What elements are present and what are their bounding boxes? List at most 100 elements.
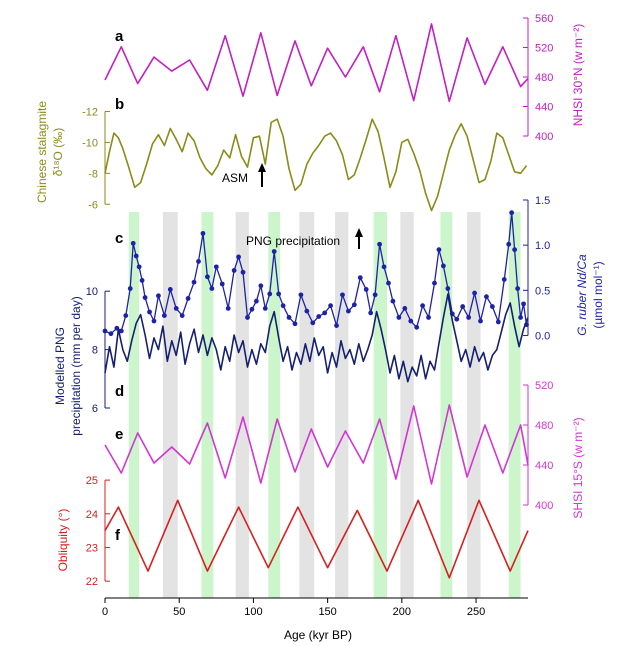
x-tick-label: 250 (467, 606, 485, 618)
series-marker-c (357, 275, 363, 281)
series-marker-c (225, 305, 231, 311)
green-band-2 (268, 212, 281, 598)
series-marker-c (191, 279, 197, 285)
axis-title-stalagmite-2: δ¹⁸O (‰) (51, 128, 65, 176)
climate-bands (128, 212, 521, 598)
y-tick-label-a: 400 (535, 131, 553, 143)
y-tick-label-e: 400 (535, 500, 553, 512)
y-tick-label-e: 520 (535, 380, 553, 392)
y-tick-label-a: 440 (535, 102, 553, 114)
x-tick-label: 100 (244, 606, 262, 618)
series-marker-c (460, 304, 466, 309)
grey-band-1 (235, 212, 249, 598)
series-marker-c (506, 241, 512, 247)
axis-title-ndca-1: G. ruber Nd/Ca (575, 254, 589, 336)
series-line-a (104, 23, 529, 103)
series-marker-c (402, 305, 408, 311)
series-marker-c (292, 321, 298, 327)
series-marker-c (515, 286, 521, 291)
series-marker-c (205, 274, 210, 280)
axes: 400 440 480 520 560 -6 -8 -10 -12 0.0 0.5 1.0 1.5 6 8 1… (82, 13, 553, 618)
grey-band-2 (299, 212, 315, 598)
y-tick-label-d: 10 (86, 286, 98, 298)
y-tick-label-f: 24 (86, 509, 98, 521)
asm-annotation: ASM (222, 171, 248, 185)
x-tick-label: 150 (318, 606, 336, 618)
series-marker-c (472, 290, 477, 296)
series-marker-c (478, 318, 483, 324)
y-tick-label-a: 480 (535, 72, 553, 84)
series-marker-c (521, 301, 526, 307)
series-marker-c (304, 308, 310, 314)
panel-label-f: f (115, 527, 121, 544)
x-tick-label: 0 (102, 606, 108, 618)
axis-title-ndca-2: (µmol mol⁻¹) (591, 261, 605, 328)
y-tick-label-c: 1.5 (535, 195, 550, 207)
series-marker-c (489, 304, 495, 309)
x-tick-label: 50 (173, 606, 185, 618)
axis-title-stalagmite-1: Chinese stalagmite (35, 101, 49, 203)
series-marker-c (286, 315, 292, 320)
green-band-5 (508, 212, 521, 598)
png-arrow-icon (355, 228, 363, 249)
series-marker-c (173, 305, 179, 311)
y-tick-label-f: 22 (86, 576, 98, 588)
series-line-f (104, 499, 529, 579)
series-marker-c (518, 315, 523, 320)
series-marker-c (436, 247, 442, 253)
series-marker-c (236, 254, 241, 260)
y-tick-label-a: 560 (535, 13, 553, 25)
series-marker-c (426, 315, 431, 320)
series-marker-c (156, 293, 161, 299)
green-band-4 (440, 212, 453, 598)
y-tick-label-c: 0.0 (535, 330, 550, 342)
series-marker-c (151, 318, 157, 324)
grey-band-5 (467, 212, 481, 598)
series-marker-c (280, 303, 286, 309)
series-marker-c (441, 263, 446, 269)
series-marker-c (240, 269, 246, 275)
series-marker-c (139, 277, 145, 283)
series-marker-c (118, 328, 124, 334)
series-marker-c (509, 210, 515, 216)
png-precipitation-annotation: PNG precipitation (246, 234, 340, 248)
series-marker-c (432, 280, 437, 286)
series-marker-c (420, 303, 426, 309)
series-marker-c (245, 315, 250, 320)
series-marker-c (271, 249, 277, 254)
panel-label-d: d (115, 383, 124, 400)
axis-title-shsi: SHSI 15°S (w m⁻²) (571, 417, 585, 518)
y-tick-label-d: 6 (92, 403, 98, 415)
series-marker-c (253, 298, 259, 304)
y-tick-label-a: 520 (535, 43, 553, 55)
series-marker-c (108, 331, 114, 337)
series-marker-c (219, 281, 225, 287)
series-marker-c (258, 283, 264, 289)
series-marker-c (213, 264, 219, 270)
series-marker-c (249, 306, 255, 312)
series-marker-c (495, 319, 501, 325)
grey-band-4 (400, 212, 414, 598)
series-marker-c (276, 291, 282, 297)
y-tick-label-e: 480 (535, 420, 553, 432)
x-tick-label: 200 (393, 606, 411, 618)
green-band-0 (128, 212, 140, 598)
series-marker-c (445, 286, 451, 291)
axis-title-obliquity: Obliquity (°) (56, 509, 70, 572)
series-marker-c (363, 287, 369, 292)
series-line-b (104, 118, 528, 212)
series-marker-c (408, 318, 414, 324)
axis-title-nhsi: NHSI 30°N (w m⁻²) (571, 24, 585, 126)
series-marker-c (372, 292, 378, 298)
x-axis-title: Age (kyr BP) (284, 628, 352, 642)
series-marker-c (454, 316, 460, 322)
asm-arrow-icon (258, 163, 266, 187)
series-marker-c (123, 313, 129, 319)
series-marker-c (351, 302, 357, 308)
series-marker-c (209, 286, 215, 291)
series-marker-c (147, 309, 152, 315)
series-marker-c (262, 305, 268, 311)
y-tick-label-f: 23 (86, 542, 98, 554)
series-marker-c (414, 324, 420, 330)
series-marker-c (133, 253, 139, 259)
